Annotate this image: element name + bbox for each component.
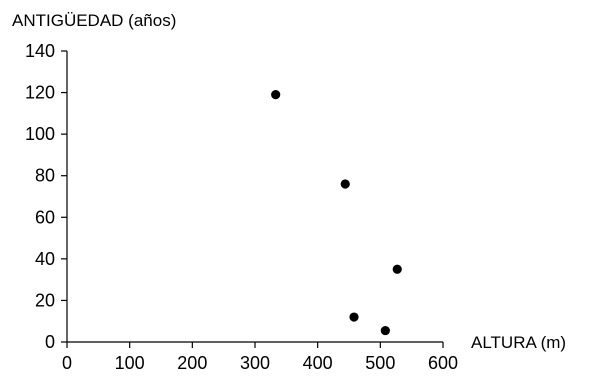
y-tick-label: 60	[35, 207, 55, 227]
y-tick-label: 120	[25, 83, 55, 103]
x-tick-label: 300	[240, 353, 270, 373]
data-point	[380, 325, 390, 336]
x-axis-title: ALTURA (m)	[471, 333, 566, 352]
x-tick-label: 200	[177, 353, 207, 373]
data-points	[271, 90, 402, 336]
x-tick-label: 0	[62, 353, 72, 373]
y-tick-label: 100	[25, 124, 55, 144]
y-tick-label: 140	[25, 41, 55, 61]
y-axis-ticks: 0 20 40 60 80 100 120 140	[25, 41, 67, 352]
data-point	[271, 90, 281, 100]
data-point	[340, 179, 350, 189]
axes	[66, 51, 443, 343]
y-tick-label: 40	[35, 249, 55, 269]
x-tick-label: 500	[365, 353, 395, 373]
y-axis-title: ANTIGÜEDAD (años)	[12, 11, 176, 30]
y-tick-label: 20	[35, 290, 55, 310]
x-axis-ticks: 0 100 200 300 400 500 600	[62, 342, 458, 373]
data-point	[392, 264, 402, 274]
x-tick-label: 600	[428, 353, 458, 373]
data-point	[349, 312, 359, 322]
x-tick-label: 400	[303, 353, 333, 373]
y-tick-label: 80	[35, 166, 55, 186]
x-tick-label: 100	[115, 353, 145, 373]
y-tick-label: 0	[45, 332, 55, 352]
